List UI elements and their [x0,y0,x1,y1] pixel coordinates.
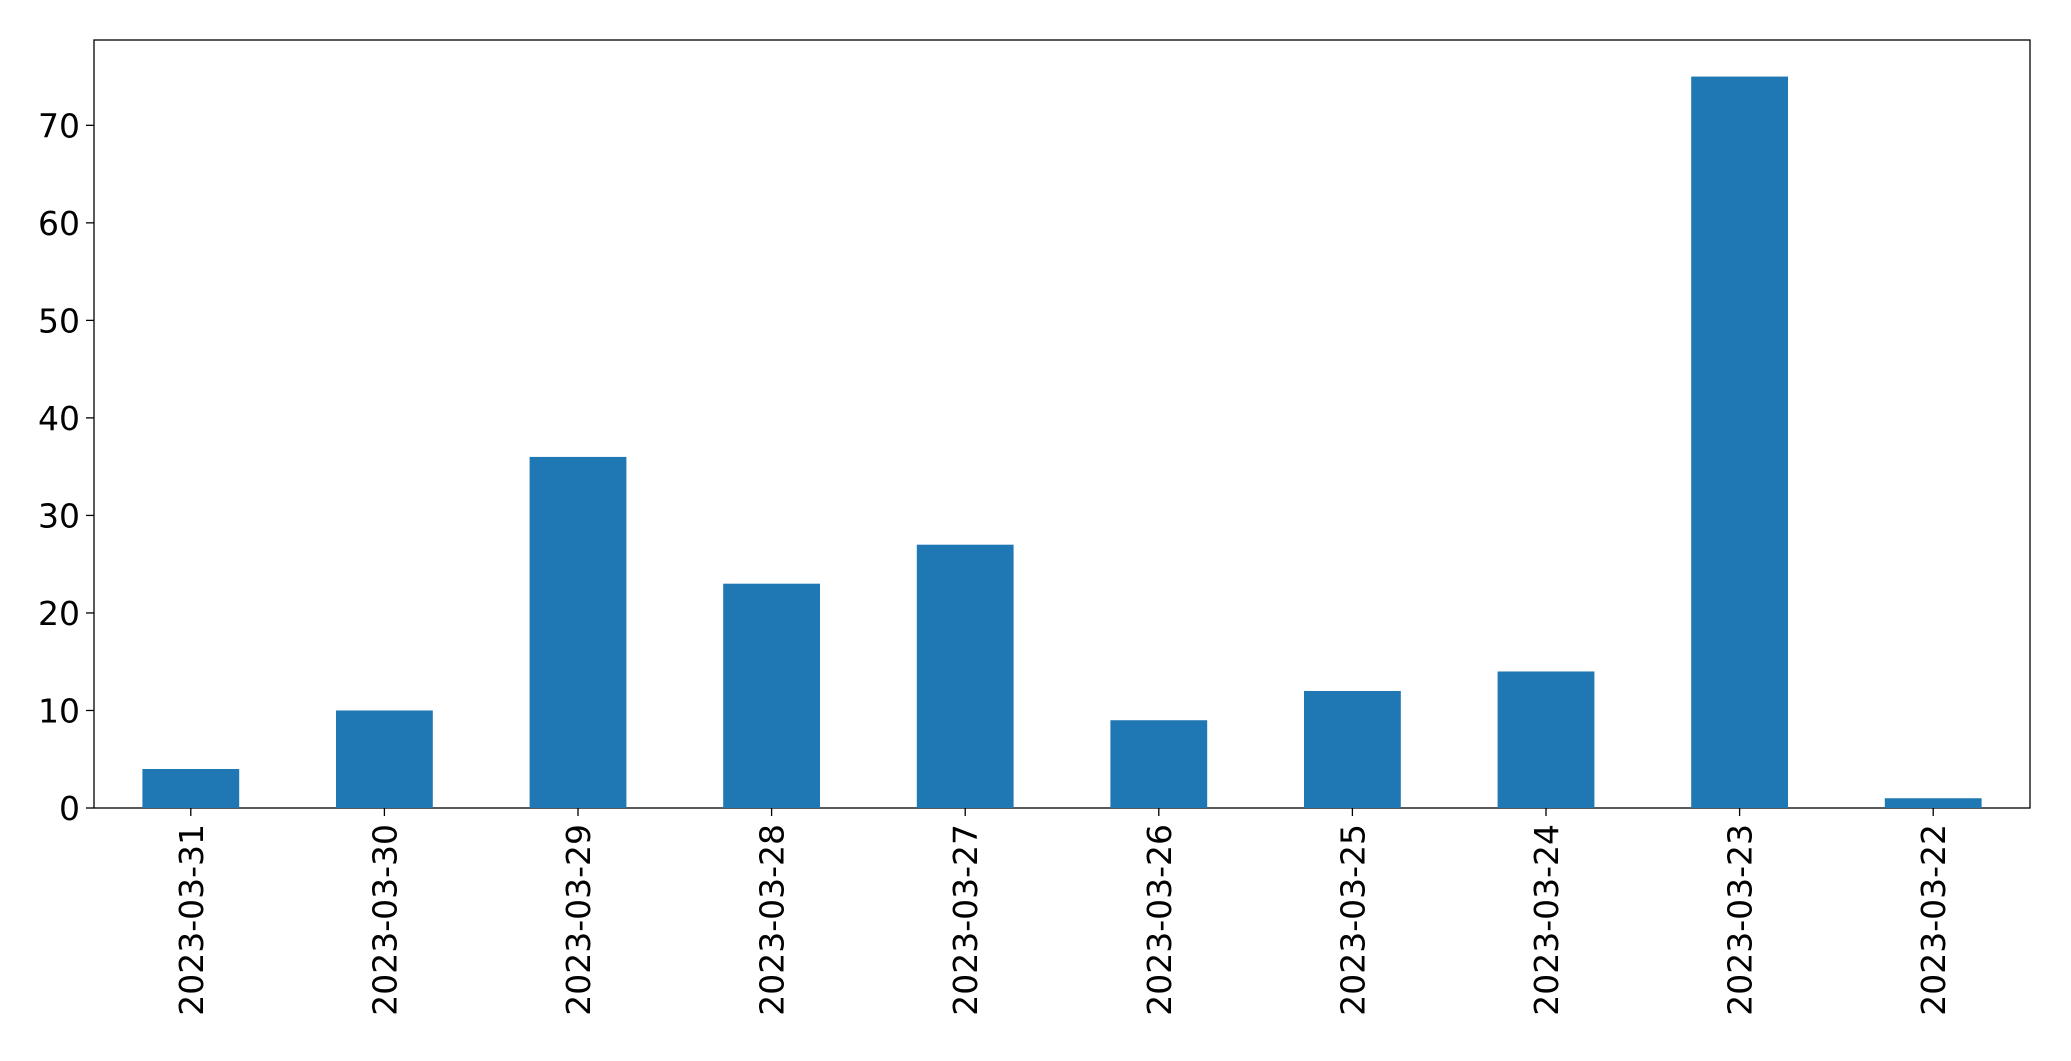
x-tick-label: 2023-03-23 [1721,824,1760,1016]
y-tick-label: 20 [38,594,80,633]
axes-frame [93,39,2031,809]
y-tick-label: 40 [38,399,80,438]
x-tick-label: 2023-03-28 [753,824,792,1016]
bar [529,456,627,808]
x-tick-label: 2023-03-22 [1914,824,1953,1016]
x-tick-label: 2023-03-26 [1140,824,1179,1016]
bar [916,544,1014,808]
bar [723,583,820,808]
bar [1110,720,1208,808]
y-tick-label: 70 [38,106,80,145]
y-tick-label: 30 [38,496,80,535]
x-tick-label: 2023-03-29 [559,824,598,1016]
y-tick-label: 0 [59,789,80,828]
y-tick-label: 10 [38,691,80,730]
y-tick-label: 60 [38,204,80,243]
y-tick-label: 50 [38,301,80,340]
x-tick-label: 2023-03-30 [365,824,404,1016]
bar [336,710,433,808]
x-tick-label: 2023-03-24 [1527,824,1566,1016]
bar [1304,690,1401,808]
bar [1497,671,1595,808]
x-tick-label: 2023-03-27 [946,824,985,1016]
x-tick-label: 2023-03-31 [172,824,211,1016]
bar [142,768,240,808]
bar [1691,76,1788,809]
x-tick-label: 2023-03-25 [1333,824,1372,1016]
bar [1884,798,1982,808]
